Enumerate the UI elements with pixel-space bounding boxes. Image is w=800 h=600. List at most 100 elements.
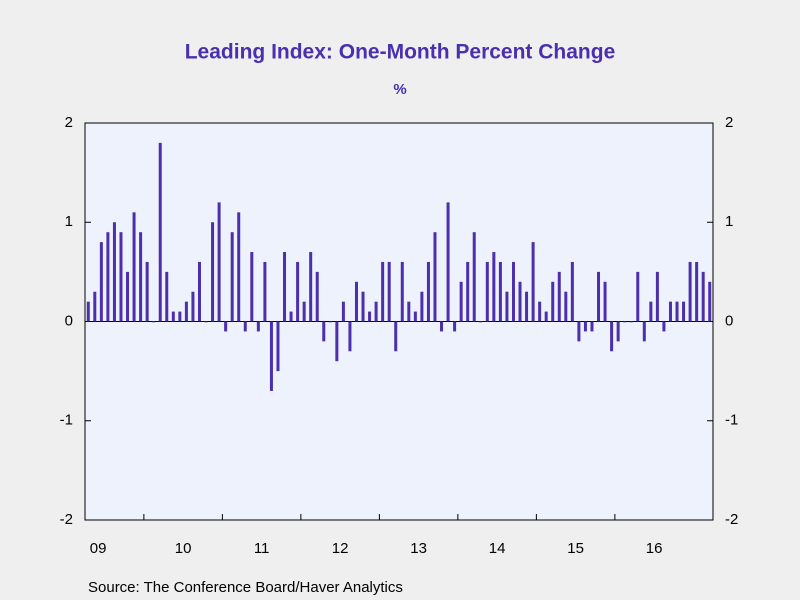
bar: [538, 301, 542, 322]
x-tick-label: 16: [646, 540, 663, 557]
bar: [597, 271, 601, 322]
bar: [354, 281, 358, 322]
bar: [99, 242, 103, 322]
bar: [302, 301, 306, 322]
bar: [511, 261, 515, 322]
bar: [250, 252, 254, 322]
bar: [577, 321, 581, 342]
bar: [557, 271, 561, 322]
bar: [184, 301, 188, 322]
bar: [263, 261, 267, 322]
bar: [93, 291, 97, 322]
bar: [315, 271, 319, 322]
y2-tick-label: -1: [725, 412, 738, 429]
bar: [132, 212, 136, 322]
bar: [413, 311, 417, 322]
bar: [446, 202, 450, 322]
bar: [224, 321, 228, 332]
bar: [688, 261, 692, 322]
bar: [440, 321, 444, 332]
bar: [668, 301, 672, 322]
bar: [629, 321, 633, 323]
bar: [701, 271, 705, 322]
bar: [158, 142, 162, 322]
x-tick-label: 11: [254, 540, 270, 557]
x-tick-label: 12: [332, 540, 349, 557]
bar: [178, 311, 182, 322]
bar: [603, 281, 607, 322]
bar: [655, 271, 659, 322]
bar: [328, 321, 332, 323]
chart-subtitle: %: [393, 81, 406, 98]
bar: [309, 252, 313, 322]
bar: [322, 321, 326, 342]
bar: [708, 281, 712, 322]
x-tick-label: 10: [175, 540, 192, 557]
bar: [682, 301, 686, 322]
bar: [636, 271, 640, 322]
x-tick-label: 14: [489, 540, 506, 557]
bar: [191, 291, 195, 322]
bar: [394, 321, 398, 352]
bar: [466, 261, 470, 322]
bar: [498, 261, 502, 322]
bar: [544, 311, 548, 322]
bar: [368, 311, 372, 322]
bar: [400, 261, 404, 322]
y2-tick-label: 2: [725, 114, 733, 131]
bar: [145, 261, 149, 322]
y-tick-label: -1: [60, 412, 73, 429]
bar: [623, 321, 627, 323]
bar: [570, 261, 574, 322]
bar: [642, 321, 646, 342]
bar: [590, 321, 594, 332]
bar: [112, 222, 116, 322]
bar: [505, 291, 509, 322]
bar: [341, 301, 345, 322]
bar: [485, 261, 489, 322]
bar: [211, 222, 215, 322]
y-tick-label: 2: [65, 114, 73, 131]
bar: [289, 311, 293, 322]
bar: [518, 281, 522, 322]
bar: [361, 291, 365, 322]
bar: [243, 321, 247, 332]
bar: [662, 321, 666, 332]
y-tick-label: 0: [65, 312, 73, 329]
bar: [374, 301, 378, 322]
bar: [525, 291, 529, 322]
bar: [695, 261, 699, 322]
bar: [348, 321, 352, 352]
y2-tick-label: 1: [725, 213, 733, 230]
bar: [433, 232, 437, 322]
bar: [387, 261, 391, 322]
y-tick-label: 1: [65, 213, 73, 230]
y-tick-label: -2: [60, 511, 73, 528]
bar: [283, 252, 287, 322]
bar: [675, 301, 679, 322]
bar: [551, 281, 555, 322]
bar: [296, 261, 300, 322]
bar: [649, 301, 653, 322]
bar: [479, 321, 483, 323]
bar: [237, 212, 241, 322]
bar: [106, 232, 110, 322]
bar: [426, 261, 430, 322]
y2-tick-label: 0: [725, 312, 733, 329]
bar: [459, 281, 463, 322]
bar: [217, 202, 221, 322]
bar: [197, 261, 201, 322]
bar: [256, 321, 260, 332]
bar: [86, 301, 90, 322]
bar: [230, 232, 234, 322]
bar: [165, 271, 169, 322]
bar: [119, 232, 123, 322]
bar: [407, 301, 411, 322]
bar: [152, 321, 156, 323]
x-tick-label: 15: [567, 540, 584, 557]
source: Source: The Conference Board/Haver Analy…: [88, 579, 403, 596]
bar: [139, 232, 143, 322]
bar: [472, 232, 476, 322]
bar: [610, 321, 614, 352]
bar: [335, 321, 339, 362]
